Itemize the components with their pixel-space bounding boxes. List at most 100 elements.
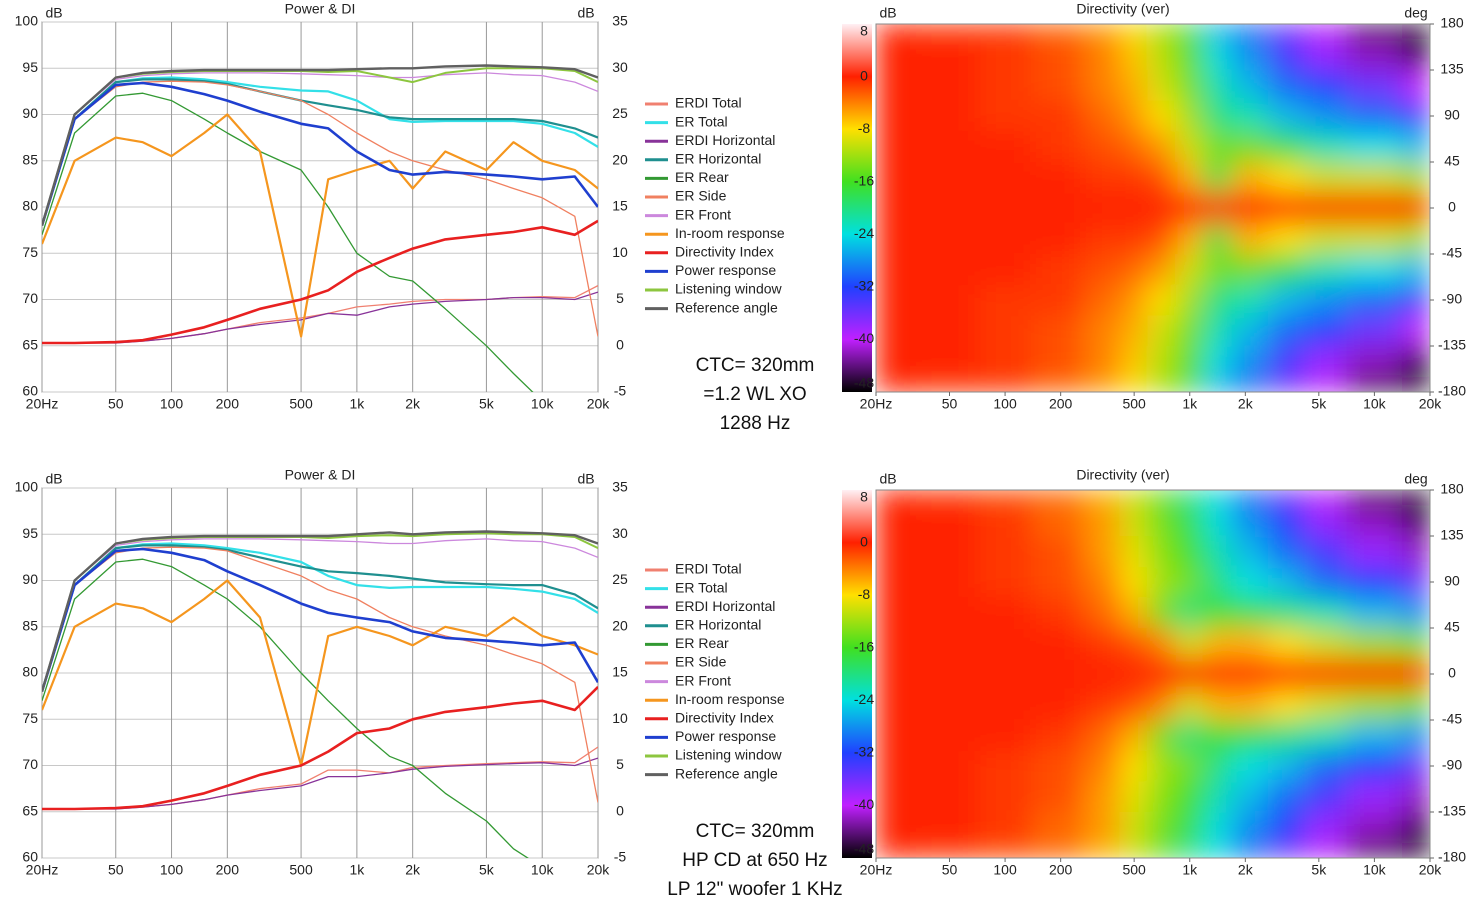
heatmap-cell — [1175, 812, 1204, 844]
heatmap-cell — [1267, 70, 1306, 102]
x-tick-label: 20k — [1419, 862, 1443, 878]
x-tick-label: 20Hz — [860, 396, 893, 412]
series-line — [42, 219, 598, 345]
heatmap-cell — [876, 284, 914, 316]
y-tick-label: 60 — [22, 849, 38, 865]
heatmap-cell — [1231, 24, 1269, 40]
legend-label: Directivity Index — [675, 244, 774, 260]
heatmap-cell — [912, 70, 978, 102]
heatmap-cell — [1083, 842, 1121, 858]
heatmap-cell — [1147, 376, 1176, 392]
heatmap-cell — [1032, 597, 1084, 629]
y-tick-label: 100 — [15, 479, 39, 495]
colorbar — [842, 490, 872, 858]
heatmap-cell — [912, 566, 978, 598]
heatmap-cell — [977, 490, 1034, 506]
heatmap-cell — [1346, 131, 1403, 163]
heatmap-cell — [876, 566, 914, 598]
heatmap-cell — [1147, 315, 1176, 347]
series-group — [42, 64, 598, 392]
heatmap-cell — [1083, 376, 1121, 392]
x-tick-label: 500 — [289, 862, 313, 878]
heatmap-cell — [912, 162, 978, 194]
x-tick-label: 50 — [108, 862, 124, 878]
heatmap-cell — [1083, 223, 1121, 255]
y-tick-label: 135 — [1440, 61, 1464, 77]
x-tick-label: 100 — [160, 396, 184, 412]
heatmap-cell — [977, 376, 1034, 392]
heatmap-cell — [1119, 536, 1149, 568]
colorbar-tick-label: -32 — [854, 744, 874, 760]
heatmap-cell — [1203, 162, 1232, 194]
y-tick-label: 75 — [22, 244, 38, 260]
heatmap-cell — [1231, 812, 1269, 844]
heatmap-cell — [1083, 192, 1121, 224]
heatmap-cell — [912, 39, 978, 71]
heatmap-cell — [1032, 812, 1084, 844]
heatmap-cell — [1346, 628, 1403, 660]
y-tick-label: 80 — [22, 664, 38, 680]
heatmap-cell — [1346, 720, 1403, 752]
heatmap-cell — [977, 131, 1034, 163]
heatmap-clip — [876, 24, 1430, 392]
heatmap-cell — [1175, 781, 1204, 813]
legend-label: ER Rear — [675, 169, 729, 185]
heatmap-cell — [1402, 100, 1430, 132]
heatmap-cell — [1402, 628, 1430, 660]
heatmap-cell — [1304, 628, 1348, 660]
series-line — [42, 538, 598, 692]
heatmap-cell — [1402, 720, 1430, 752]
heatmap-cell — [1147, 536, 1176, 568]
heatmap-cell — [876, 750, 914, 782]
heatmap-cell — [977, 597, 1034, 629]
heatmap-cell — [1231, 750, 1269, 782]
heatmap-cell — [1119, 490, 1149, 506]
legend-label: ERDI Horizontal — [675, 598, 775, 614]
heatmap-cell — [1304, 720, 1348, 752]
heatmap-cell — [1083, 689, 1121, 721]
legend-label: Power response — [675, 262, 776, 278]
heatmap-cell — [1147, 254, 1176, 286]
heatmap-cell — [1032, 131, 1084, 163]
colorbar-tick-label: -32 — [854, 278, 874, 294]
heatmap-cell — [912, 131, 978, 163]
legend-label: ER Side — [675, 188, 727, 204]
heatmap-cell — [1402, 597, 1430, 629]
heatmap-cell — [977, 223, 1034, 255]
heatmap-cell — [1147, 284, 1176, 316]
heatmap-cell — [1346, 223, 1403, 255]
heatmap-cell — [1032, 346, 1084, 378]
heatmap-cell — [1203, 812, 1232, 844]
heatmap-cell — [1147, 131, 1176, 163]
colorbar-tick-label: -48 — [854, 841, 874, 857]
heatmap-cell — [1267, 750, 1306, 782]
legend-label: ER Horizontal — [675, 617, 761, 633]
heatmap-cell — [1032, 223, 1084, 255]
heatmap-cell — [1119, 346, 1149, 378]
heatmap-cell — [1402, 566, 1430, 598]
heatmap-cell — [977, 24, 1034, 40]
legend-label: In-room response — [675, 225, 785, 241]
heatmap-cell — [977, 781, 1034, 813]
y-tick-label: 95 — [22, 525, 38, 541]
y-tick-label: 90 — [22, 105, 38, 121]
x-tick-label: 5k — [479, 862, 495, 878]
heatmap-cell — [1346, 254, 1403, 286]
series-line — [42, 558, 529, 858]
heatmap-cell — [1203, 315, 1232, 347]
y-tick-label: 90 — [1444, 107, 1460, 123]
heatmap-cell — [1346, 100, 1403, 132]
heatmap-cell — [1147, 39, 1176, 71]
y2-tick-label: 20 — [612, 151, 628, 167]
series-line — [42, 64, 598, 226]
x-tick-label: 10k — [531, 862, 555, 878]
heatmap-cell — [1083, 658, 1121, 690]
heatmap-cell — [1083, 24, 1121, 40]
heatmap-cell — [1346, 315, 1403, 347]
heatmap-cell — [977, 658, 1034, 690]
y2-tick-label: -5 — [614, 383, 627, 399]
series-line — [42, 72, 598, 226]
heatmap-cell — [1175, 254, 1204, 286]
heatmap-cell — [1032, 628, 1084, 660]
